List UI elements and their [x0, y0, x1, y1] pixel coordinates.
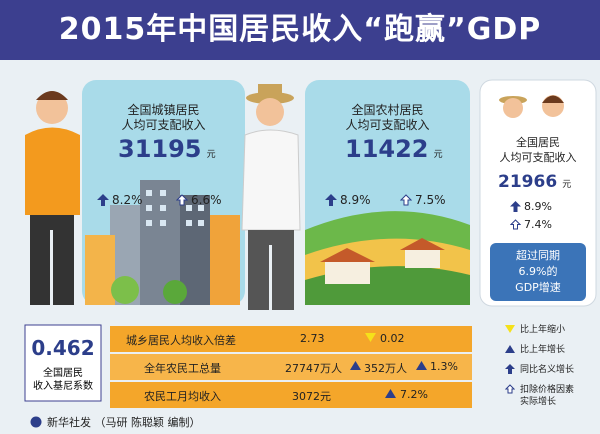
legend-icon [505, 345, 515, 353]
nominal-icon [510, 201, 521, 212]
legend-line: 扣除价格因素 [520, 385, 575, 395]
cell: 2.73 [300, 332, 325, 345]
decrease-icon [365, 333, 376, 342]
real-icon [176, 194, 188, 206]
label-line: 人均可支配收入 [121, 118, 206, 132]
increase-icon [385, 389, 396, 398]
cell-text: 7.2% [400, 388, 428, 401]
title: 2015年中国居民收入“跑赢”GDP [0, 0, 600, 60]
callout-line: GDP增速 [515, 281, 561, 294]
cell: 7.2% [385, 388, 428, 401]
income: 21966 [498, 172, 558, 192]
pct: 8.9% [340, 193, 371, 207]
callout-line: 6.9%的 [518, 265, 558, 278]
legend-item: 比上年增长 [505, 344, 574, 356]
gini-value: 0.462 [31, 336, 95, 360]
real-icon [510, 219, 521, 230]
legend-text: 比上年增长 [520, 345, 566, 355]
cell-text: 0.02 [380, 332, 405, 345]
cell-text: 1.3% [430, 360, 458, 373]
label-line: 全国农村居民 [351, 103, 424, 117]
legend-item: 比上年缩小 [505, 324, 574, 336]
label-line: 全国居民 [43, 368, 83, 379]
value: 21966 元 [498, 172, 571, 192]
increase-icon [416, 361, 427, 370]
legend-item: 扣除价格因素 实际增长 [505, 384, 574, 408]
pct: 6.6% [191, 193, 222, 207]
unit: 元 [206, 150, 216, 160]
income: 11422 [345, 135, 429, 163]
cell: 农民工月均收入 [144, 390, 221, 403]
real: 6.6% [176, 193, 222, 207]
legend-line: 实际增长 [520, 397, 557, 407]
cell: 1.3% [416, 360, 458, 373]
footer: 新华社发 （马研 陈聪颖 编制） [30, 414, 201, 430]
card-label: 全国城镇居民 人均可支配收入 [82, 103, 245, 133]
card-label: 全国居民人均可支配收入 [480, 135, 596, 165]
legend-icon [505, 325, 515, 333]
label-line: 全国城镇居民 [127, 103, 200, 117]
cell: 0.02 [365, 332, 405, 345]
nominal: 8.9% [510, 200, 552, 213]
legend-text: 同比名义增长 [520, 365, 575, 375]
legend: 比上年缩小 比上年增长 同比名义增长 扣除价格因素 实际增长 [505, 324, 574, 408]
cell-text: 352万人 [364, 362, 407, 375]
callout: 超过同期 6.9%的 GDP增速 [490, 248, 586, 296]
pct: 8.9% [524, 200, 552, 213]
cell: 352万人 [350, 360, 407, 376]
value: 31195 元 [118, 135, 216, 163]
pct: 7.5% [415, 193, 446, 207]
real: 7.5% [400, 193, 446, 207]
real: 7.4% [510, 218, 552, 231]
legend-icon [505, 384, 515, 394]
unit: 元 [562, 180, 572, 190]
nominal-icon [97, 194, 109, 206]
cell: 城乡居民人均收入倍差 [126, 334, 236, 347]
label-line: 人均可支配收入 [345, 118, 430, 132]
legend-text: 扣除价格因素 实际增长 [520, 384, 574, 408]
label-line: 人均可支配收入 [499, 151, 577, 164]
legend-icon [505, 364, 515, 374]
cell: 全年农民工总量 [144, 362, 221, 375]
cell: 3072元 [292, 390, 331, 403]
label-line: 收入基尼系数 [33, 381, 93, 392]
unit: 元 [433, 150, 443, 160]
increase-icon [350, 361, 361, 370]
credit: 新华社发 （马研 陈聪颖 编制） [47, 416, 201, 429]
table-row: 城乡居民人均收入倍差 2.73 0.02 [110, 326, 472, 352]
callout-line: 超过同期 [516, 249, 560, 262]
cell: 27747万人 [285, 362, 342, 375]
logo [30, 416, 42, 428]
table-row: 全年农民工总量 27747万人 352万人 1.3% [110, 354, 472, 380]
nominal: 8.9% [325, 193, 371, 207]
card-label: 全国农村居民 人均可支配收入 [305, 103, 470, 133]
label-line: 全国居民 [516, 136, 560, 149]
real-icon [400, 194, 412, 206]
table-row: 农民工月均收入 3072元 7.2% [110, 382, 472, 408]
value: 11422 元 [345, 135, 443, 163]
gini-label: 全国居民收入基尼系数 [25, 367, 101, 393]
pct: 7.4% [524, 218, 552, 231]
legend-text: 比上年缩小 [520, 325, 566, 335]
legend-item: 同比名义增长 [505, 364, 574, 376]
pct: 8.2% [112, 193, 143, 207]
income: 31195 [118, 135, 202, 163]
nominal-icon [325, 194, 337, 206]
nominal: 8.2% [97, 193, 143, 207]
